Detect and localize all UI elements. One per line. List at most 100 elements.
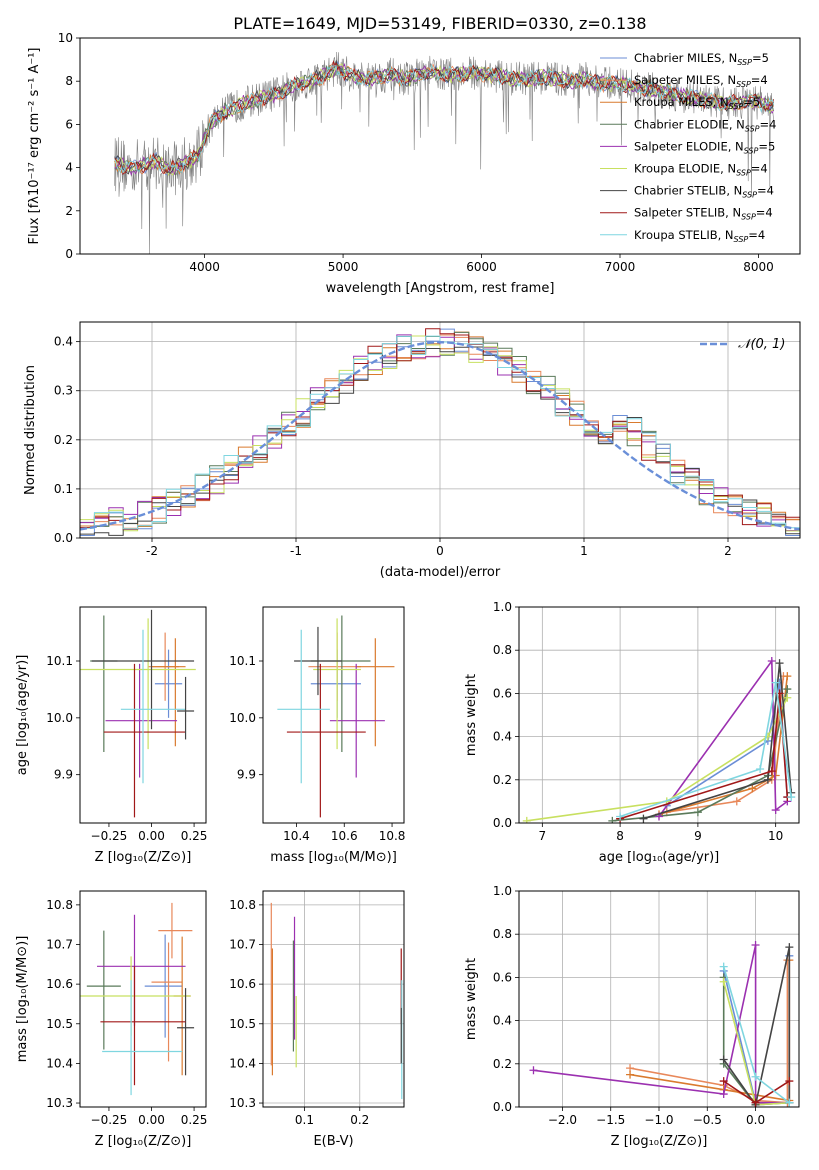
legend-label: Salpeter ELODIE, NSSP=5 — [634, 139, 775, 155]
y-tick-label: 1.0 — [493, 600, 512, 614]
y-tick-label: 10.7 — [46, 938, 73, 952]
y-tick-label: 0.4 — [54, 335, 73, 349]
legend-label: Kroupa MILES, NSSP=5 — [634, 95, 760, 111]
x-tick-label: 1 — [580, 544, 588, 558]
x-tick-label: 4000 — [189, 260, 220, 274]
x-axis-label: mass [log₁₀(M/M⊙)] — [270, 850, 397, 865]
mass-weight-line — [643, 663, 792, 820]
y-tick-label: 0.8 — [493, 927, 512, 941]
y-tick-label: 6 — [65, 117, 73, 131]
legend-label: Salpeter MILES, NSSP=4 — [634, 73, 768, 89]
legend-label: Chabrier ELODIE, NSSP=4 — [634, 117, 776, 133]
y-tick-label: 0.6 — [493, 686, 512, 700]
x-tick-label: 10.4 — [283, 829, 310, 843]
mass-weight-line — [526, 697, 789, 822]
x-tick-label: −0.5 — [693, 1113, 722, 1127]
y-axis-label: mass [log₁₀(M/M⊙)] — [15, 936, 30, 1063]
y-tick-label: 10.0 — [229, 711, 256, 725]
y-tick-label: 10.7 — [229, 938, 256, 952]
plus-marker — [522, 816, 531, 823]
plus-marker — [693, 808, 702, 817]
y-tick-label: 10.3 — [46, 1096, 73, 1110]
plus-marker — [785, 1098, 794, 1107]
mass-vs-z-panel: −0.25 0.00 0.25 10.3 10.4 10.5 10.6 10.7 10.8 Z [… — [15, 890, 207, 1149]
plus-marker — [626, 1070, 635, 1079]
axes-frame — [518, 890, 800, 1108]
plus-marker — [783, 693, 792, 702]
plus-marker — [529, 1066, 538, 1075]
x-tick-label: 0.2 — [350, 1113, 369, 1127]
y-axis-label: Flux [fλ10⁻¹⁷ erg cm⁻² s⁻¹ A⁻¹] — [27, 48, 42, 245]
axes-frame — [518, 606, 800, 824]
plus-marker — [783, 672, 792, 681]
figure-title: PLATE=1649, MJD=53149, FIBERID=0330, z=0… — [233, 14, 646, 33]
x-axis-label: (data-model)/error — [380, 565, 501, 580]
x-tick-label: 10 — [768, 829, 783, 843]
x-tick-label: 0.1 — [295, 1113, 314, 1127]
x-axis-label: E(B-V) — [313, 1134, 353, 1149]
plus-marker — [775, 659, 784, 668]
plus-marker — [719, 962, 728, 971]
plus-marker — [767, 657, 776, 665]
plus-marker — [732, 797, 741, 806]
y-tick-label: 1.0 — [493, 884, 512, 898]
x-tick-label: 5000 — [328, 260, 359, 274]
x-tick-label: 0 — [436, 544, 444, 558]
axes-frame — [79, 606, 207, 824]
mass-weight-line — [722, 966, 790, 1104]
x-tick-label: 0.00 — [138, 829, 165, 843]
y-tick-label: 0.0 — [493, 1100, 512, 1114]
axes-frame — [79, 890, 207, 1108]
y-tick-label: 10.5 — [46, 1017, 73, 1031]
plus-marker — [785, 943, 794, 952]
x-axis-label: Z [log₁₀(Z/Z⊙)] — [95, 850, 192, 865]
x-axis-label: wavelength [Angstrom, rest frame] — [326, 281, 555, 296]
y-tick-label: 10.6 — [229, 977, 256, 991]
y-tick-label: 0.6 — [493, 970, 512, 984]
histogram-chabrier-stelib — [80, 336, 800, 536]
y-tick-label: 10.1 — [229, 654, 256, 668]
x-tick-label: 0.00 — [138, 1113, 165, 1127]
y-tick-label: 4 — [65, 161, 73, 175]
plus-marker — [771, 678, 780, 687]
y-tick-label: 10.4 — [229, 1056, 256, 1070]
plus-marker — [763, 775, 772, 784]
age-vs-mass-panel: 10.4 10.6 10.8 9.9 10.0 10.1 mass [log₁₀(M/M⊙)… — [229, 606, 405, 865]
y-axis-label: mass weight — [464, 674, 479, 756]
plus-marker — [751, 941, 760, 949]
residuals-panel: -2 -1 0 1 2 0.0 0.1 0.2 0.3 0.4 (data-model)/error… — [23, 321, 801, 580]
y-tick-label: 0.0 — [54, 531, 73, 545]
x-axis-label: Z [log₁₀(Z/Z⊙)] — [95, 1134, 192, 1149]
plus-marker — [751, 1072, 760, 1081]
y-tick-label: 0.4 — [493, 1014, 512, 1028]
plus-marker — [719, 1055, 728, 1064]
legend-label: Kroupa ELODIE, NSSP=4 — [634, 162, 768, 178]
y-tick-label: 8 — [65, 74, 73, 88]
plus-marker — [756, 765, 765, 773]
x-tick-label: 0.0 — [746, 1113, 765, 1127]
y-tick-label: 10.5 — [229, 1017, 256, 1031]
y-tick-label: 0.8 — [493, 643, 512, 657]
plus-marker — [748, 784, 757, 793]
age-vs-z-panel: −0.25 0.00 0.25 9.9 10.0 10.1 Z [log₁₀(Z/Z⊙)] a… — [15, 606, 207, 865]
plus-marker — [771, 806, 780, 815]
plus-marker — [608, 816, 617, 823]
plus-marker — [719, 1090, 728, 1099]
massweight-vs-age-panel: 7 8 9 10 0.0 0.2 0.4 0.6 0.8 1.0 age [log₁₀(age/yr… — [464, 600, 800, 865]
spectrum-panel: 4000 5000 6000 7000 8000 0 2 4 6 8 10 wavelength [A… — [27, 31, 801, 296]
y-axis-label: Normed distribution — [23, 365, 38, 495]
plus-marker — [616, 812, 625, 821]
y-tick-label: 10 — [58, 31, 73, 45]
x-tick-label: 10.6 — [331, 829, 358, 843]
y-tick-label: 10.4 — [46, 1056, 73, 1070]
x-tick-label: 7 — [539, 829, 547, 843]
x-tick-label: −1.5 — [596, 1113, 625, 1127]
y-tick-label: 0.2 — [493, 1057, 512, 1071]
y-tick-label: 0 — [65, 247, 73, 261]
histogram-kroupa-stelib — [80, 335, 800, 530]
plus-marker — [767, 767, 776, 776]
x-tick-label: 7000 — [605, 260, 636, 274]
mass-weight-line — [666, 676, 785, 813]
y-tick-label: 0.1 — [54, 482, 73, 496]
